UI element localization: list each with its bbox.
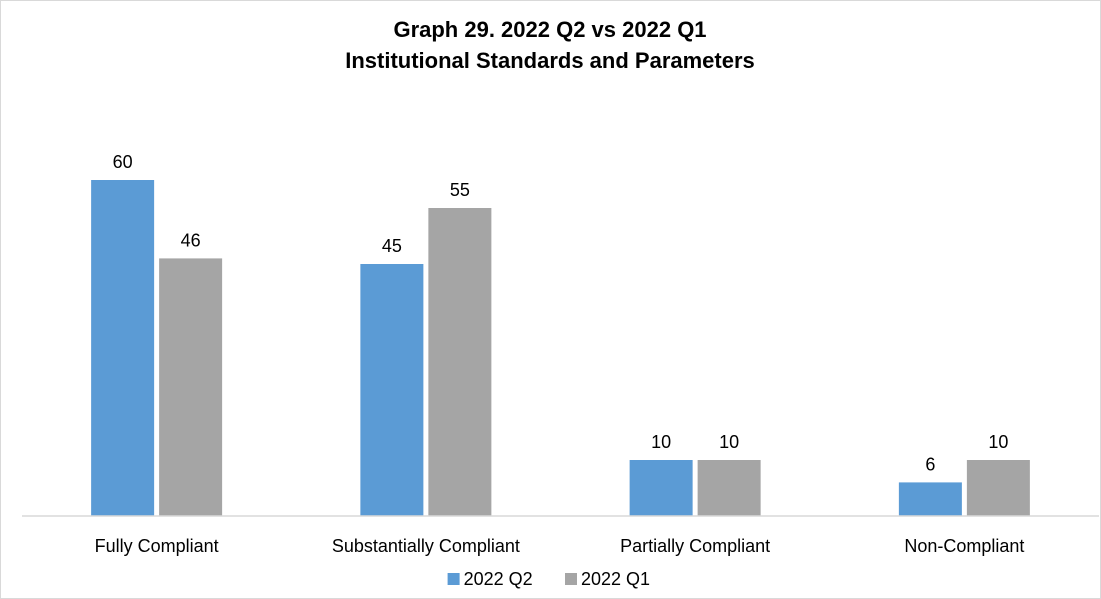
bars-group: 60 46 45 55 10 10 6 10 xyxy=(91,152,1030,516)
legend: 2022 Q2 2022 Q1 xyxy=(447,569,650,589)
legend-label-2022-q2: 2022 Q2 xyxy=(464,569,533,589)
data-label-2022-q1-non-compliant: 10 xyxy=(988,432,1008,452)
bar-2022-q1-substantially-compliant xyxy=(428,208,492,516)
bar-2022-q1-partially-compliant xyxy=(697,460,761,516)
bar-2022-q1-non-compliant xyxy=(966,460,1030,516)
data-label-2022-q2-fully-compliant: 60 xyxy=(113,152,133,172)
data-label-2022-q1-fully-compliant: 46 xyxy=(181,230,201,250)
category-label-fully-compliant: Fully Compliant xyxy=(95,536,219,556)
bar-2022-q2-partially-compliant xyxy=(629,460,693,516)
bar-2022-q2-fully-compliant xyxy=(91,180,155,516)
data-label-2022-q2-non-compliant: 6 xyxy=(925,454,935,474)
category-labels: Fully Compliant Substantially Compliant Pa… xyxy=(95,536,1025,556)
bar-2022-q2-substantially-compliant xyxy=(360,264,424,516)
category-label-partially-compliant: Partially Compliant xyxy=(620,536,770,556)
category-label-non-compliant: Non-Compliant xyxy=(904,536,1024,556)
bar-2022-q1-fully-compliant xyxy=(159,258,223,516)
chart-title: Graph 29. 2022 Q2 vs 2022 Q1 xyxy=(393,17,706,42)
category-label-substantially-compliant: Substantially Compliant xyxy=(332,536,520,556)
data-label-2022-q1-substantially-compliant: 55 xyxy=(450,180,470,200)
legend-swatch-2022-q2 xyxy=(447,573,460,585)
legend-label-2022-q1: 2022 Q1 xyxy=(581,569,650,589)
legend-swatch-2022-q1 xyxy=(565,573,577,585)
data-label-2022-q2-substantially-compliant: 45 xyxy=(382,236,402,256)
chart-subtitle: Institutional Standards and Parameters xyxy=(345,48,755,73)
data-label-2022-q1-partially-compliant: 10 xyxy=(719,432,739,452)
bar-2022-q2-non-compliant xyxy=(898,482,962,516)
data-label-2022-q2-partially-compliant: 10 xyxy=(651,432,671,452)
